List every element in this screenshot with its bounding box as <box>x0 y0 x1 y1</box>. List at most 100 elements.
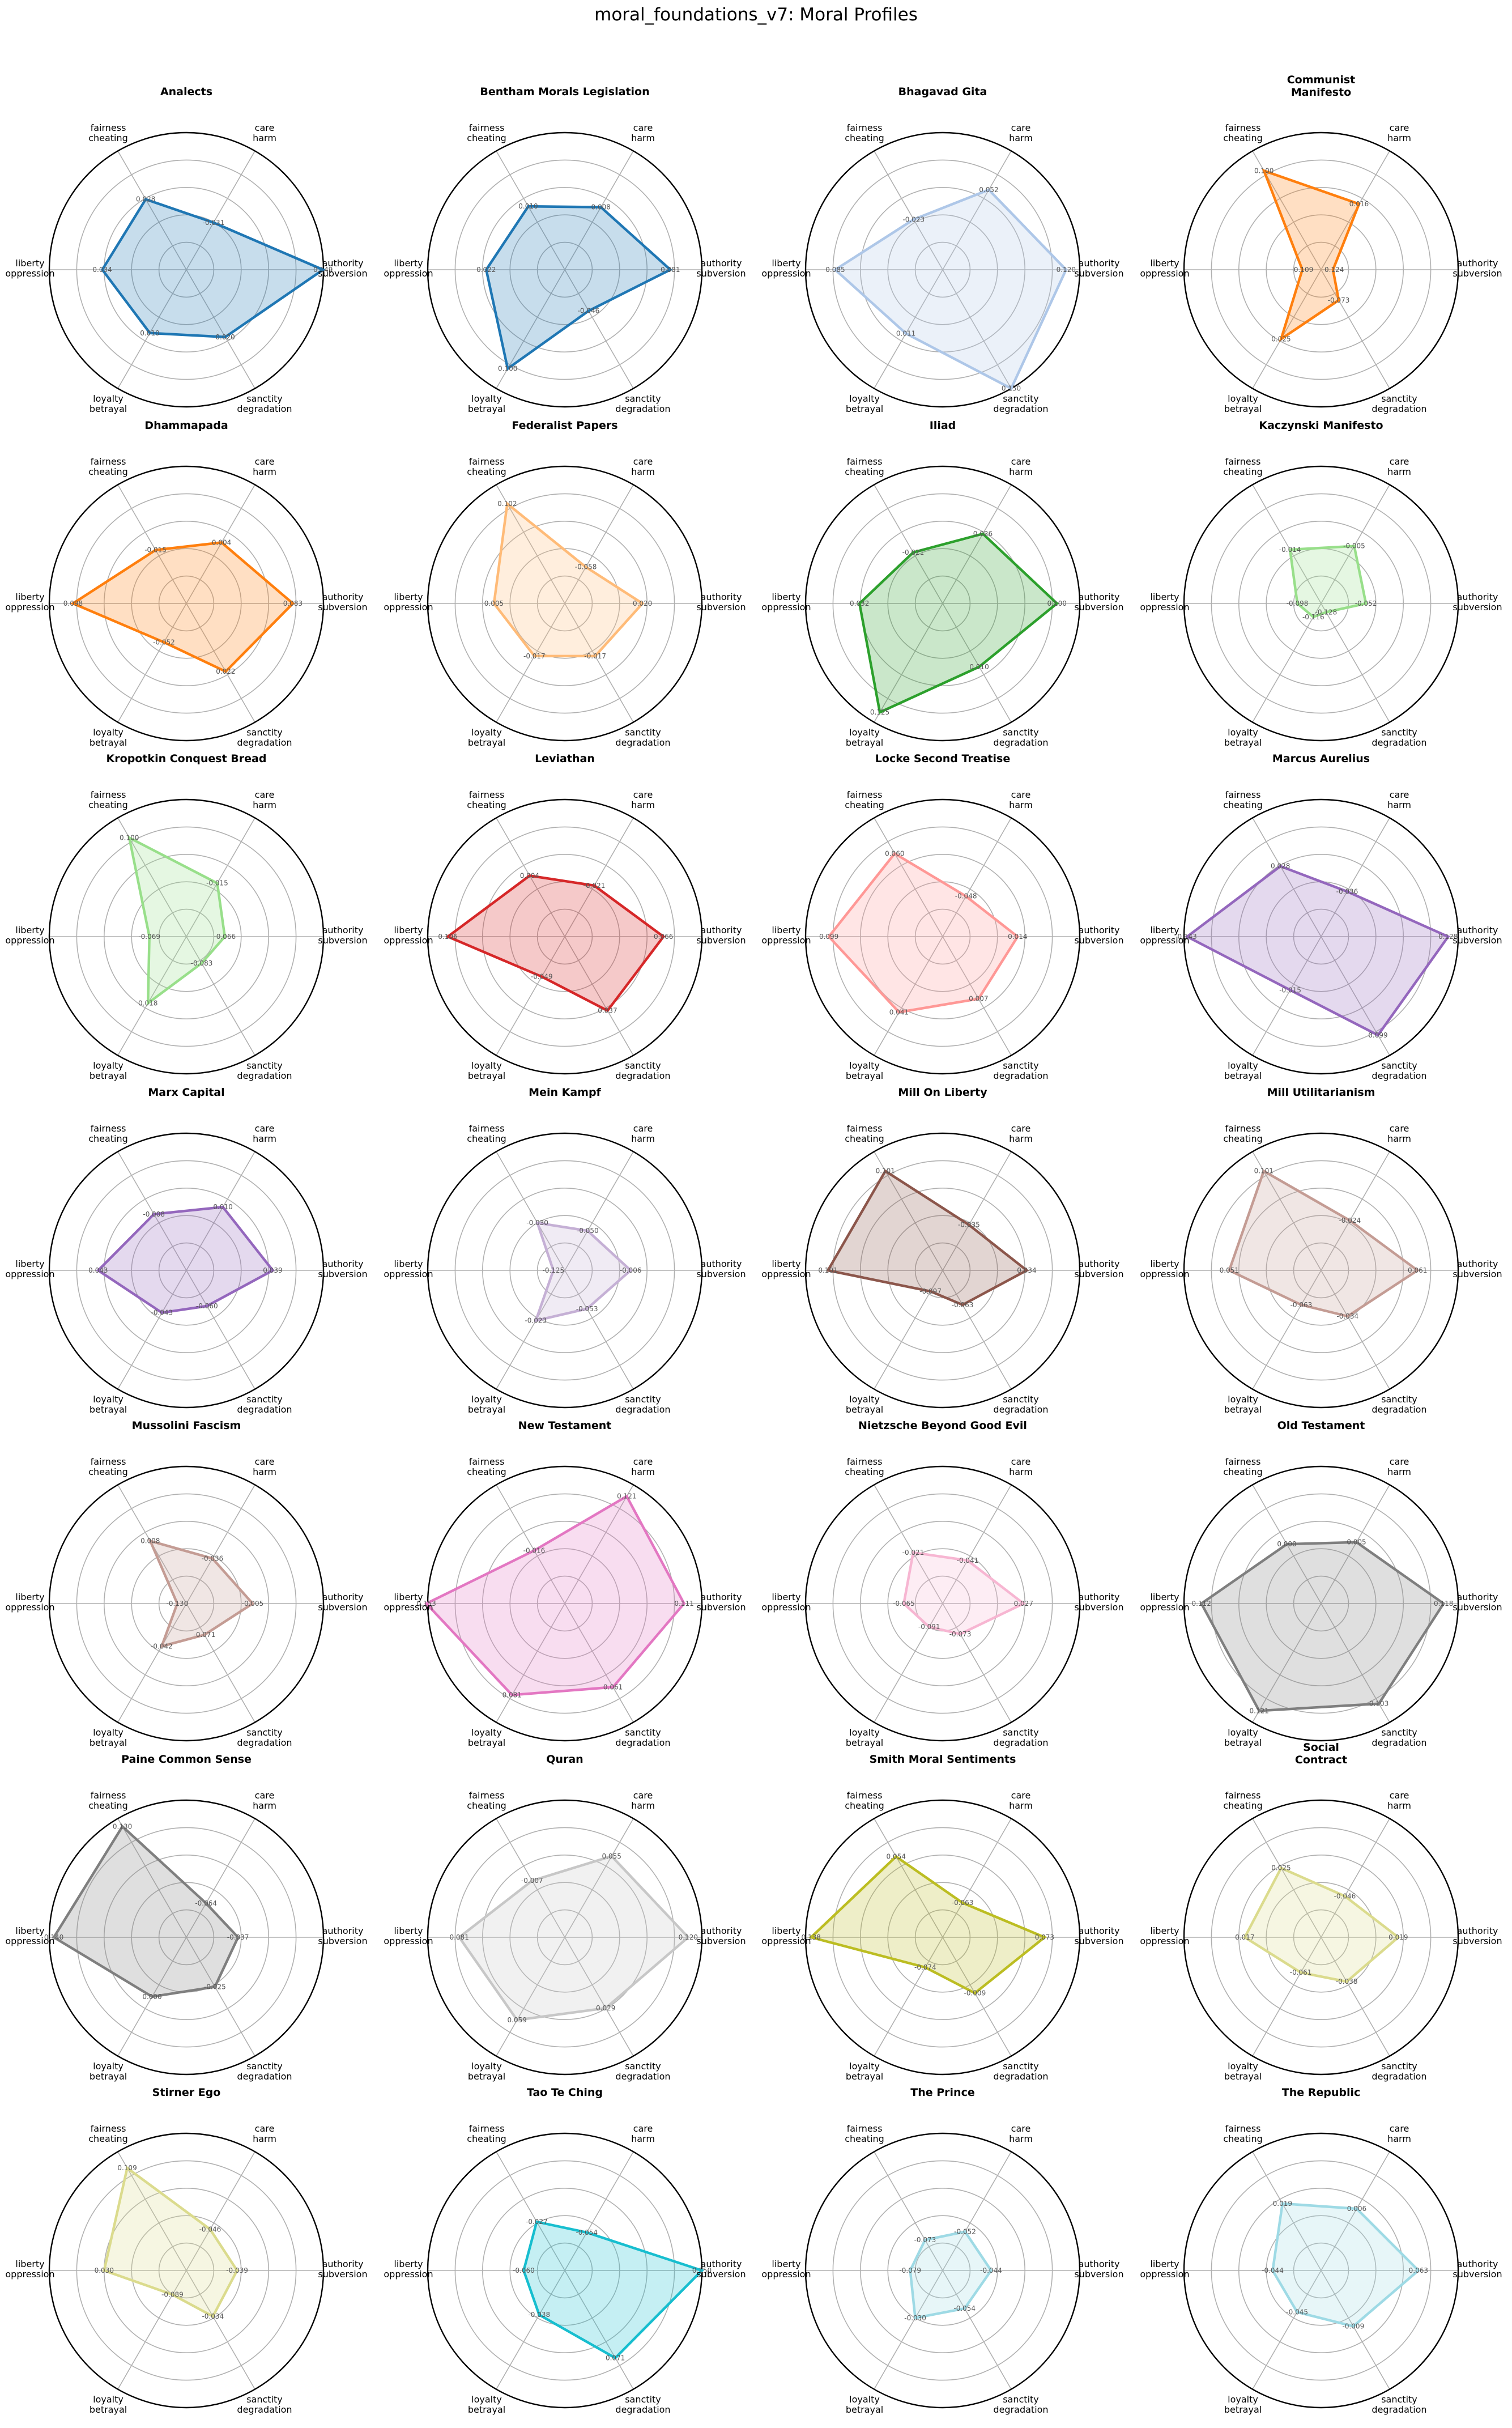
axis-label: authority subversion <box>696 1925 746 1946</box>
axis-label-line: degradation <box>615 737 670 748</box>
axis-label: sanctity degradation <box>1372 2394 1426 2415</box>
data-label: -0.089 <box>161 2291 184 2299</box>
axis-label: loyalty betrayal <box>468 1727 505 1748</box>
axis-label-line: authority <box>701 592 742 602</box>
radar-panel: 0.055 -0.007 0.081 0.059 0.029 0.120 care harm f… <box>384 1753 746 2082</box>
axis-label-line: subversion <box>1453 268 1502 279</box>
polar-frame <box>1183 798 1459 1075</box>
polar-frame <box>427 465 703 742</box>
axis-label: authority subversion <box>1074 592 1123 613</box>
data-label: 0.018 <box>138 999 157 1007</box>
radar-panel: -0.048 0.060 0.099 0.041 0.007 0.014 care harm f… <box>761 752 1123 1081</box>
radar-panel: 0.016 0.100 -0.109 0.025 -0.073 -0.124 care har… <box>1140 74 1502 414</box>
grid-spoke <box>117 151 187 270</box>
data-label: 0.121 <box>1250 1707 1269 1715</box>
axis-label-line: authority <box>1079 925 1120 936</box>
data-label: 0.098 <box>63 599 83 607</box>
axis-label-line: authority <box>322 592 364 602</box>
data-label: -0.034 <box>1336 1312 1358 1320</box>
axis-label-line: cheating <box>845 1466 884 1477</box>
axis-label-line: harm <box>253 2133 276 2144</box>
grid-spoke <box>496 2151 565 2271</box>
axis-label-line: degradation <box>237 2071 292 2082</box>
grid-spoke <box>496 1485 565 1604</box>
axis-label: loyalty betrayal <box>1224 727 1262 748</box>
panel-title-line: The Republic <box>1282 2086 1361 2099</box>
data-label: 0.112 <box>1191 1600 1211 1608</box>
axis-label-line: oppression <box>5 1269 54 1279</box>
series-line <box>445 874 666 1013</box>
axis-label-line: betrayal <box>1224 1404 1262 1415</box>
axis-label: fairness cheating <box>1223 2123 1263 2144</box>
grid-spoke <box>1321 269 1390 389</box>
grid-spoke <box>1321 1937 1390 2056</box>
axis-label-line: sanctity <box>1003 1060 1039 1071</box>
axis-label: fairness cheating <box>88 1123 128 1144</box>
axis-label-line: betrayal <box>90 1404 127 1415</box>
grid-spoke <box>1252 1270 1322 1389</box>
data-label: 0.000 <box>142 1993 161 2001</box>
axis-label-line: care <box>255 1790 275 1801</box>
axis-label-line: care <box>633 1123 653 1134</box>
axis-label: fairness cheating <box>845 122 884 143</box>
data-label: 0.005 <box>1347 1538 1366 1546</box>
axis-label-line: oppression <box>5 2269 54 2280</box>
grid-spoke <box>564 269 634 389</box>
data-label: -0.069 <box>138 933 160 941</box>
data-label: 0.028 <box>1271 862 1290 870</box>
axis-label: fairness cheating <box>88 789 128 810</box>
grid-spoke <box>186 1151 255 1271</box>
axis-label-line: loyalty <box>1228 2394 1258 2405</box>
radar-panel: -0.005 -0.014 -0.098 -0.116-0.128 -0.052 care… <box>1140 419 1502 748</box>
grid-spoke <box>1252 1603 1322 1723</box>
data-label: -0.006 <box>620 1266 642 1274</box>
axis-label-line: care <box>633 789 653 800</box>
axis-label-line: authority <box>1079 592 1120 602</box>
axis-label-line: betrayal <box>468 737 505 748</box>
series-line <box>1271 2202 1421 2328</box>
axis-label-line: authority <box>1079 2259 1120 2269</box>
axis-label-line: betrayal <box>1224 737 1262 748</box>
axis-label-line: harm <box>253 466 276 477</box>
data-label: -0.017 <box>584 652 606 660</box>
axis-label-line: care <box>1390 122 1409 133</box>
axis-label-line: authority <box>1079 1925 1120 1936</box>
axis-label: fairness cheating <box>88 122 128 143</box>
data-label: 0.034 <box>92 266 112 274</box>
axis-label-line: degradation <box>615 1737 670 1748</box>
axis-label: care harm <box>631 1790 655 1811</box>
data-label: -0.091 <box>918 1623 940 1631</box>
axis-label: authority subversion <box>696 2259 746 2280</box>
axis-label-line: authority <box>322 2259 364 2269</box>
axis-label-line: oppression <box>5 1602 54 1613</box>
figure-title: moral_foundations_v7: Moral Profiles <box>594 5 918 25</box>
axis-label-line: betrayal <box>90 1070 127 1081</box>
data-label: 0.150 <box>1002 385 1021 393</box>
series-area <box>426 1496 684 1695</box>
axis-label: loyalty betrayal <box>90 1060 127 1081</box>
grid-spoke <box>942 1485 1012 1604</box>
axis-label: sanctity degradation <box>1372 1394 1426 1415</box>
series-area <box>54 1826 238 1997</box>
panel-title: Dhammapada <box>144 419 228 432</box>
data-label: -0.109 <box>1292 266 1314 274</box>
radar-panel: -0.046 0.109 0.030 -0.089 -0.034 -0.039 care ha… <box>5 2086 367 2415</box>
axis-label: fairness cheating <box>88 1790 128 1811</box>
axis-label: authority subversion <box>1074 1258 1123 1279</box>
axis-label-line: loyalty <box>849 1394 880 1405</box>
data-label: -0.052 <box>954 2228 976 2236</box>
axis-label-line: loyalty <box>471 2394 502 2405</box>
axis-label-line: liberty <box>15 925 44 936</box>
axis-label: liberty oppression <box>384 1925 433 1946</box>
axis-label: fairness cheating <box>88 456 128 477</box>
series-line <box>1262 168 1361 342</box>
axis-label: care harm <box>1009 1790 1033 1811</box>
axis-label-line: sanctity <box>246 1060 283 1071</box>
axis-label-line: fairness <box>847 1456 883 1467</box>
axis-label: fairness cheating <box>845 789 884 810</box>
grid-spoke <box>117 936 187 1056</box>
series-line <box>127 835 227 1006</box>
axis-label-line: fairness <box>1225 122 1261 133</box>
data-label: -0.098 <box>1287 599 1309 607</box>
data-label: 0.128 <box>1438 933 1458 941</box>
